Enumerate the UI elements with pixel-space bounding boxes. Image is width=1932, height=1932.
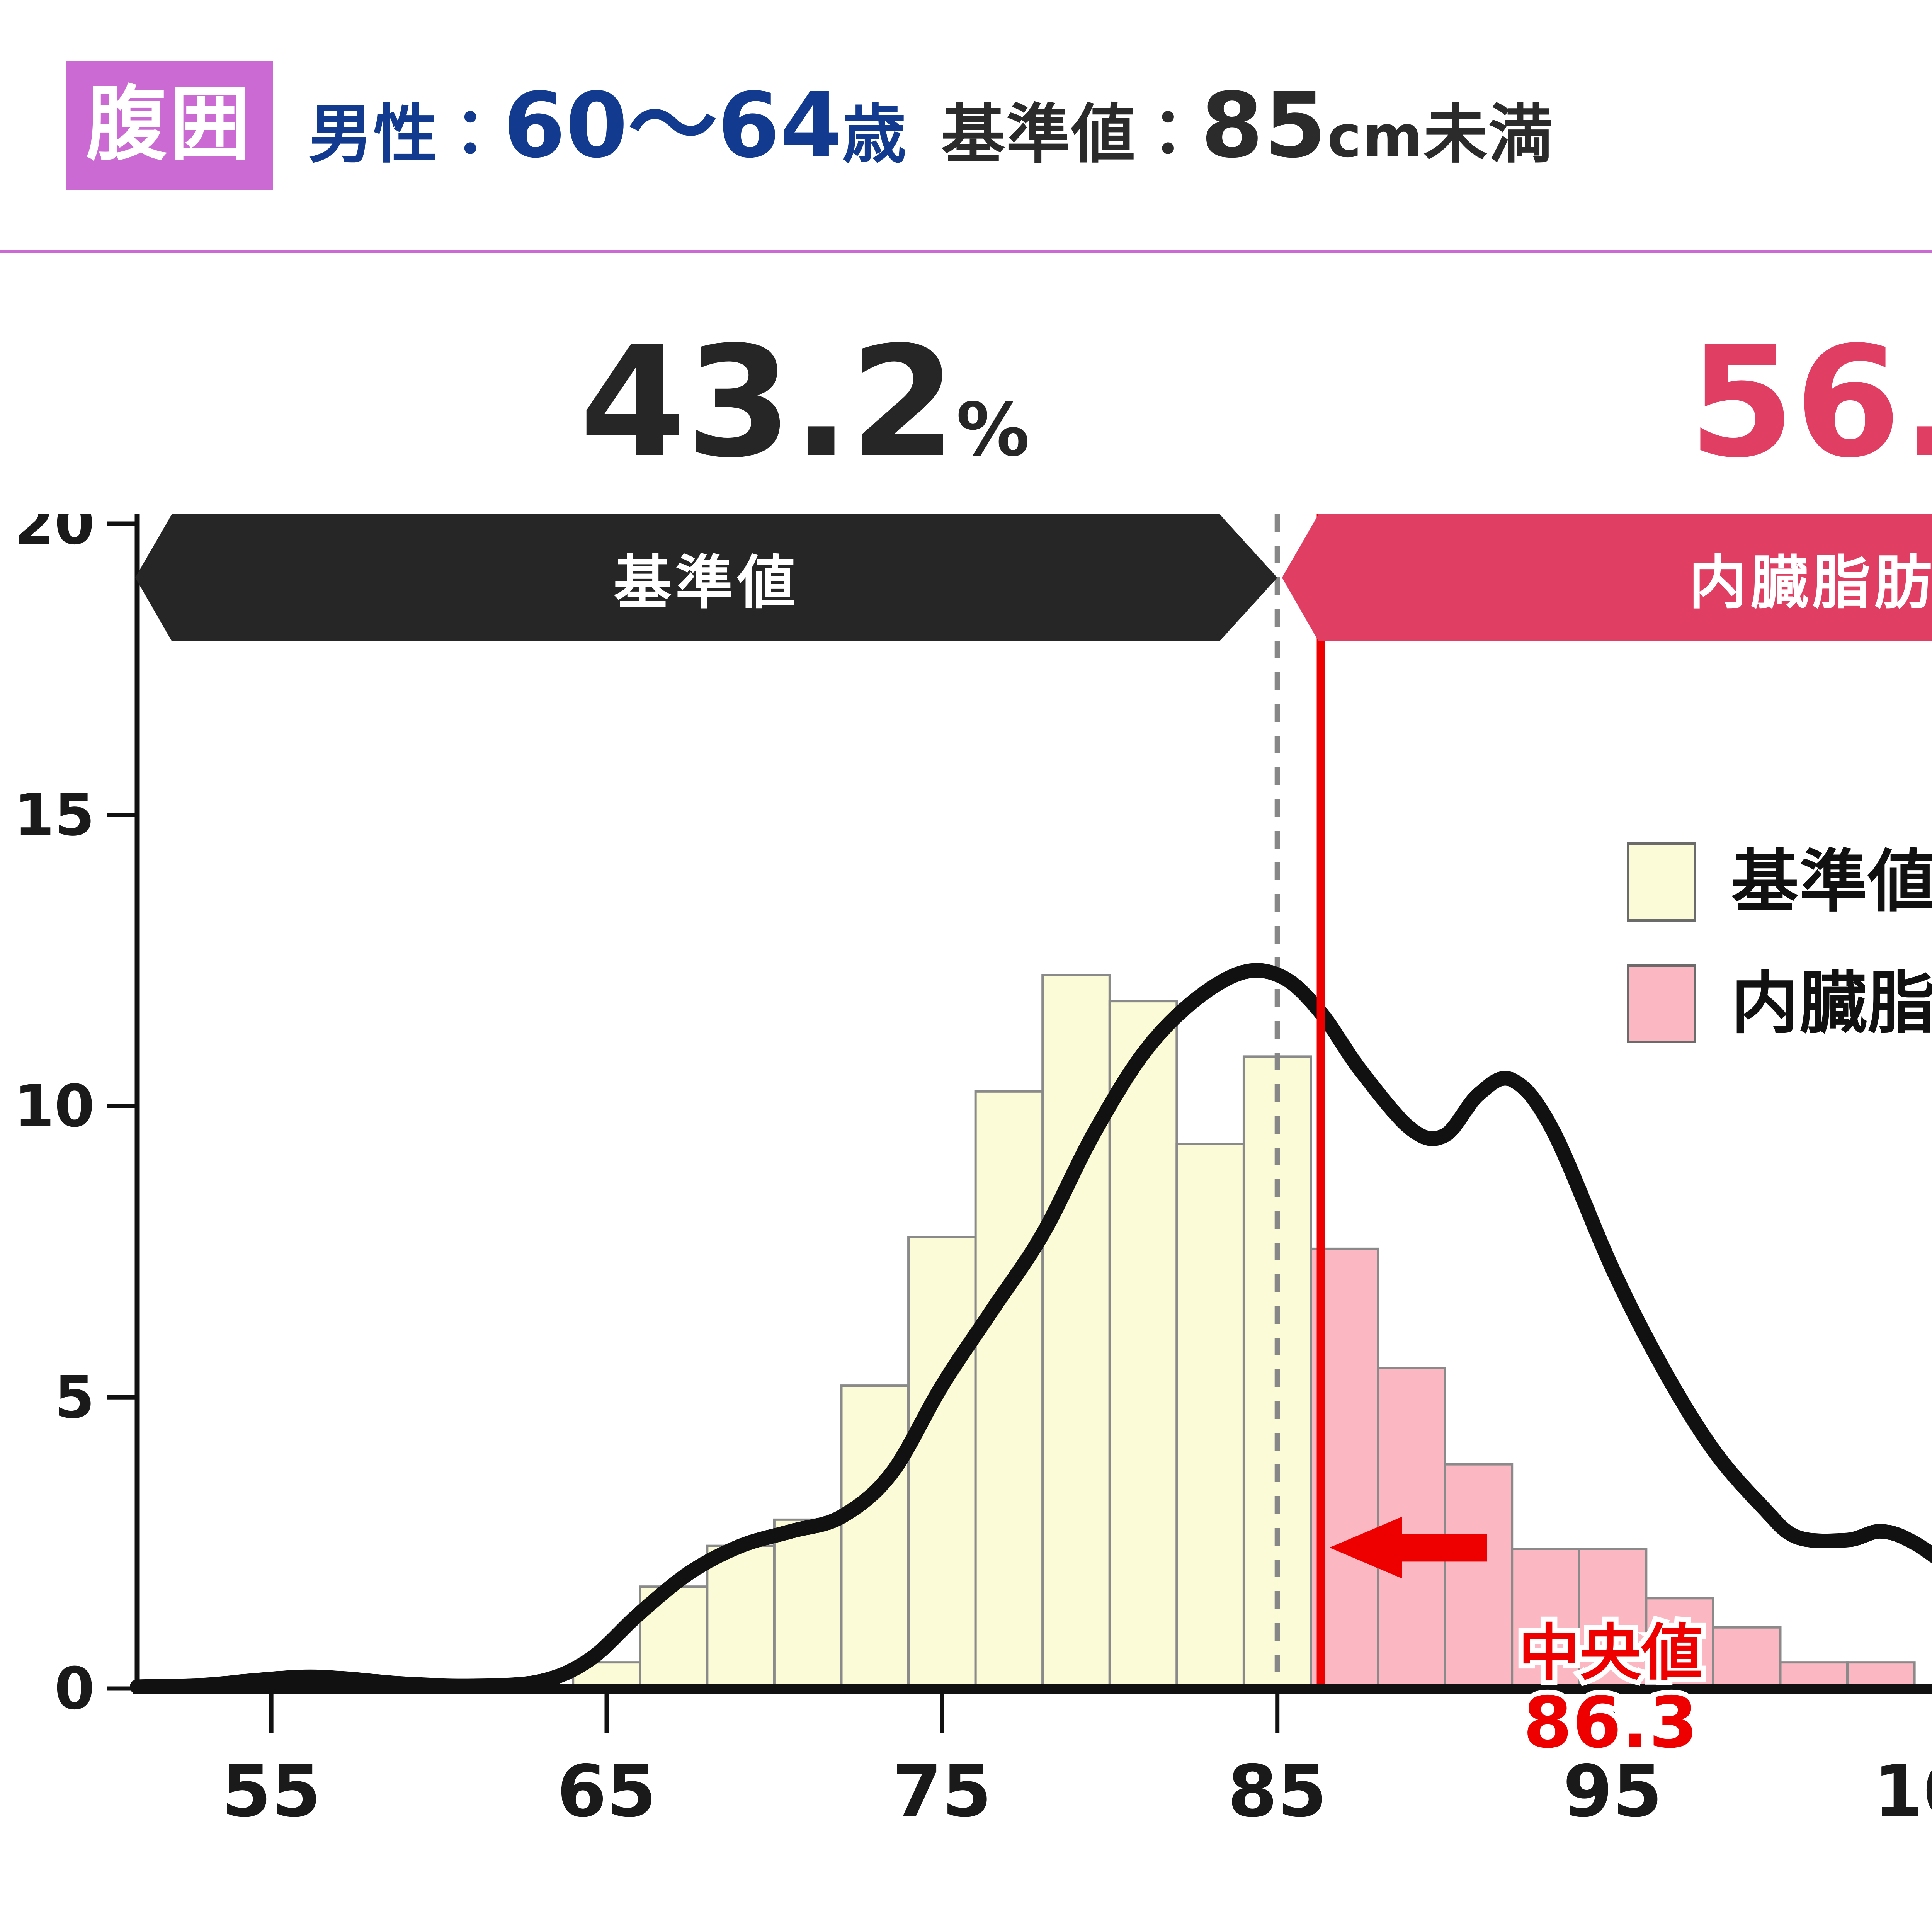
header-divider bbox=[0, 250, 1932, 253]
x-tick-label: 65 bbox=[557, 1750, 656, 1833]
legend-swatch-obese bbox=[1627, 964, 1696, 1043]
reference-suffix: 未満 bbox=[1423, 97, 1553, 172]
y-tick-label: 20 bbox=[14, 514, 95, 558]
histogram-bar bbox=[840, 1384, 910, 1690]
histogram-bar bbox=[907, 1236, 977, 1690]
histogram-bar bbox=[1578, 1548, 1648, 1690]
age-unit: 歳 bbox=[842, 97, 907, 172]
classification-banners: 基準値 内臓脂肪型肥満 bbox=[0, 514, 1932, 641]
normal-banner-shape bbox=[135, 514, 1277, 641]
sex-age-label: 男性：60〜64歳 bbox=[308, 81, 907, 170]
histogram-bar bbox=[1041, 974, 1111, 1690]
density-curve bbox=[130, 963, 1932, 1694]
density-curve-path bbox=[130, 963, 1932, 1694]
reference-label: 基準値： bbox=[941, 97, 1201, 172]
obese-percent-value: 56.8 bbox=[1689, 314, 1932, 492]
reference-unit: cm bbox=[1327, 103, 1423, 170]
age-range: 60〜64 bbox=[503, 73, 842, 178]
histogram-bar bbox=[1712, 1626, 1782, 1690]
histogram-bar bbox=[1645, 1597, 1714, 1690]
x-tick-label: 75 bbox=[892, 1750, 992, 1833]
percent-unit: % bbox=[956, 387, 1030, 473]
chart-axes bbox=[107, 514, 1932, 1733]
obese-percent-label: 56.8% bbox=[1689, 327, 1932, 479]
category-badge: 腹囲 bbox=[66, 61, 273, 190]
y-tick-label: 0 bbox=[54, 1655, 95, 1723]
reference-value-label: 基準値：85cm未満 bbox=[941, 81, 1553, 170]
legend-label-obese: 内臓脂肪型肥満 bbox=[1731, 964, 1932, 1043]
median-left-arrow-icon bbox=[1329, 1517, 1487, 1579]
axis-tick-labels: 051015205565758595105115 bbox=[14, 514, 1932, 1833]
banner-shapes bbox=[135, 514, 1932, 641]
histogram-bar bbox=[1175, 1143, 1245, 1690]
y-tick-label: 5 bbox=[54, 1364, 95, 1431]
legend-item-normal: 基準値 bbox=[1627, 842, 1932, 922]
obese-banner-shape bbox=[1282, 514, 1932, 641]
normal-percent-value: 43.2 bbox=[580, 314, 956, 492]
legend-swatch-normal bbox=[1627, 842, 1696, 922]
sex-label: 男性： bbox=[308, 97, 503, 172]
x-tick-label: 55 bbox=[221, 1750, 321, 1833]
legend-item-obese: 内臓脂肪型肥満 bbox=[1627, 964, 1932, 1043]
histogram-bar bbox=[1444, 1463, 1514, 1690]
histogram-bar bbox=[773, 1518, 843, 1690]
normal-percent-label: 43.2% bbox=[580, 327, 1030, 479]
x-tick-label: 95 bbox=[1563, 1750, 1662, 1833]
x-tick-label: 105 bbox=[1873, 1750, 1932, 1833]
reference-number: 85 bbox=[1201, 73, 1327, 178]
y-tick-label: 15 bbox=[14, 782, 95, 849]
chart-svg: 051015205565758595105115 bbox=[14, 514, 1932, 1833]
histogram-bar bbox=[706, 1544, 776, 1690]
histogram-bar bbox=[1511, 1548, 1580, 1690]
x-tick-label: 85 bbox=[1228, 1750, 1327, 1833]
median-line bbox=[1316, 514, 1487, 1689]
y-tick-label: 10 bbox=[14, 1073, 95, 1140]
distribution-chart: 051015205565758595105115 bbox=[0, 514, 1932, 1874]
histogram-bar bbox=[1108, 1000, 1178, 1690]
chart-legend: 基準値 内臓脂肪型肥満 bbox=[1627, 842, 1932, 1086]
legend-label-normal: 基準値 bbox=[1731, 843, 1932, 921]
page-header: 腹囲 男性：60〜64歳 基準値：85cm未満 bbox=[0, 0, 1932, 251]
histogram-bar bbox=[974, 1090, 1044, 1690]
